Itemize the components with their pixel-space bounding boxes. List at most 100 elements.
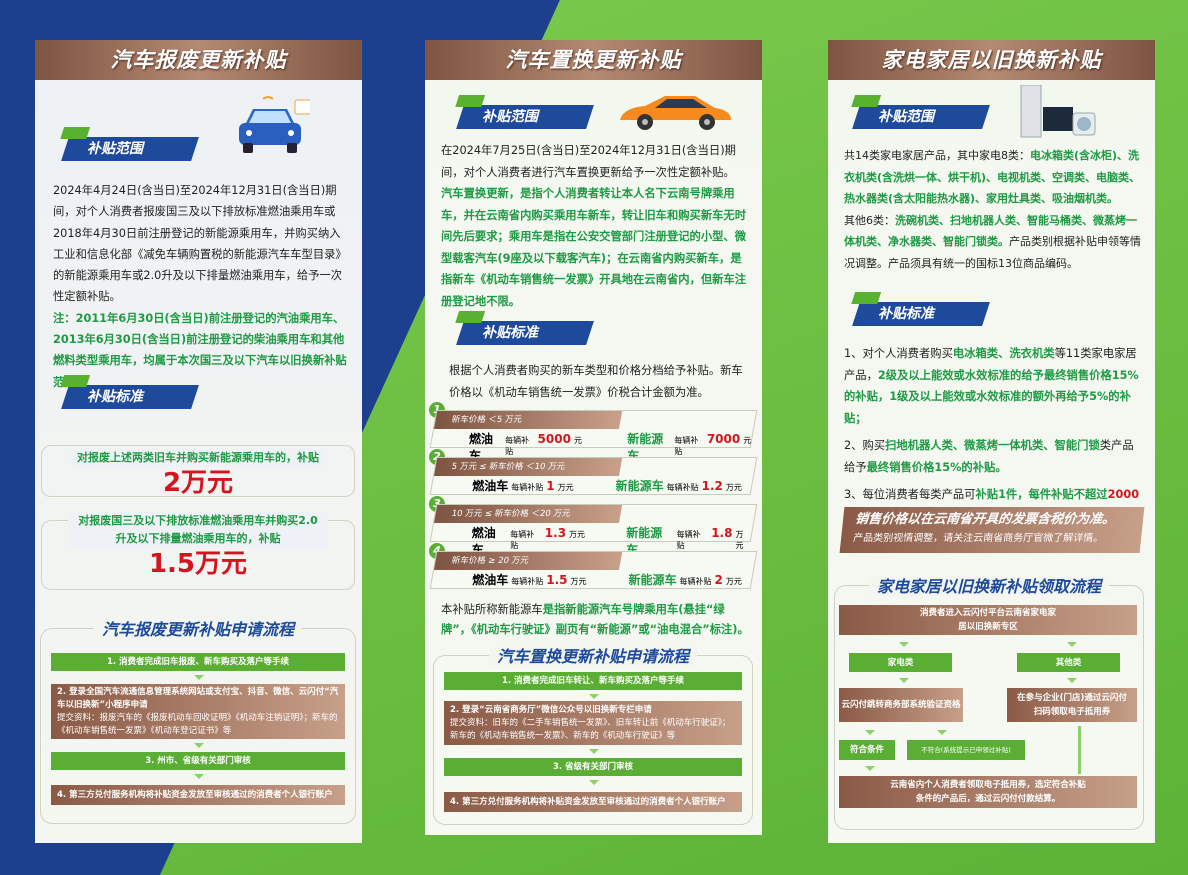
per-vehicle-label: 每辆补贴 (511, 483, 544, 492)
arrow-down-icon (194, 743, 204, 748)
tier-values: 燃油车 每辆补贴 1 万元 新能源车 每辆补贴 1.2 万元 (432, 477, 751, 495)
car-with-wifi-icon (235, 95, 326, 160)
process-step: 4. 第三方兑付服务机构将补贴资金发放至审核通过的消费者个人银行账户 (444, 792, 742, 812)
text-segment: 补贴1件，每件补贴不超过 (975, 488, 1108, 501)
arrow-down-icon (589, 694, 599, 699)
per-vehicle-label: 每辆补贴 (679, 577, 712, 586)
per-vehicle-label: 每辆补贴 (505, 436, 530, 456)
ev-amount: 1.8 (711, 526, 733, 540)
text-segment: 洗碗机类、扫地机器人类、智能马桶类、微蒸烤一体机类、净水器类、智能门锁类。 (844, 213, 1137, 249)
flow-appliance: 家电类 (849, 653, 952, 672)
process-step: 3. 省级有关部门审核 (444, 758, 742, 776)
unit: 元 (573, 436, 582, 445)
box-amount: 1.5万元 (148, 549, 248, 579)
fuel-amount: 5000 (537, 432, 571, 446)
ev-amount: 7000 (706, 432, 741, 446)
text-segment: 2024年4月24日(含当日)至2024年12月31日(含当日)期间，对个人消费… (53, 184, 347, 304)
process-box: 家电家居以旧换新补贴领取流程 消费者进入云闪付平台云南省家电家居以旧换新专区 家… (834, 577, 1144, 830)
text-segment: 2、购买 (844, 439, 886, 452)
per-vehicle-label: 每辆补贴 (674, 436, 699, 456)
flow-end: 云南省内个人消费者领取电子抵用券，选定符合补贴条件的产品后，通过云闪付付款结算。 (839, 776, 1137, 808)
per-vehicle-label: 每辆补贴 (511, 577, 544, 586)
text-segment: 其他6类： (844, 213, 895, 227)
banner-sub: 产品类别视情调整，请关注云南省商务厅官微了解详情。 (852, 533, 1104, 544)
ev-amount: 2 (714, 573, 723, 587)
arrow-down-icon (899, 642, 909, 647)
standard-item: 3、每位消费者每类产品可补贴1件，每件补贴不超过2000元。 (844, 484, 1144, 527)
ev-label: 新能源车 (628, 573, 677, 587)
subsidy-box-ev: 对报废上述两类旧车并购买新能源乘用车的，补贴 2万元 (41, 445, 355, 498)
fuel-label: 燃油车 (472, 479, 509, 493)
text-segment: 扫地机器人类、微蒸烤一体机类、智能门锁 (885, 439, 1100, 452)
flow-ineligible: 不符合(系统提示已申领过补贴) (907, 740, 1025, 760)
scope-text: 在2024年7月25日(含当日)至2024年12月31日(含当日)期间，对个人消… (441, 140, 747, 312)
unit: 万元 (725, 483, 742, 492)
text-segment: 本补贴所称新能源车 (441, 603, 543, 616)
tier-price-range: 10 万元 ≤ 新车价格 ＜20 万元 (434, 505, 623, 523)
text-segment: 3、每位消费者每类产品可 (844, 488, 976, 501)
panel-title: 汽车置换更新补贴 (425, 40, 762, 80)
unit: 万元 (570, 577, 587, 586)
unit: 万元 (557, 483, 574, 492)
section-tag-scope: 补贴范围 (456, 105, 594, 129)
process-title: 家电家居以旧换新补贴领取流程 (868, 577, 1109, 596)
box-amount: 2万元 (162, 468, 234, 498)
arrow-down-icon (865, 730, 875, 735)
process-step: 2. 登录全国汽车流通信息管理系统网站或支付宝、抖音、微信、云闪付“汽车以旧换新… (51, 684, 345, 739)
scope-text: 共14类家电家居产品，其中家电8类：电冰箱类(含冰柜)、洗衣机类(含洗烘一体、烘… (844, 145, 1144, 274)
arrow-down-icon (865, 766, 875, 771)
long-arrow (1078, 726, 1081, 774)
tier-card: 5 万元 ≤ 新车价格 ＜10 万元 燃油车 每辆补贴 1 万元 新能源车 每辆… (429, 457, 758, 495)
panel-title: 家电家居以旧换新补贴 (828, 40, 1155, 80)
panel-appliance-subsidy: 家电家居以旧换新补贴 补贴范围 共14类家电家居产品，其中家电8类：电冰箱类(含… (828, 40, 1155, 843)
tier-values: 燃油车 每辆补贴 5000 元 新能源车 每辆补贴 7000 元 (432, 430, 751, 463)
text-segment: 类产品给予 (844, 439, 1134, 474)
text-segment: 注：2011年6月30日(含当日)前注册登记的汽油乘用车、2013年6月30日(… (53, 311, 347, 389)
text-segment: 最终销售价格15%的补贴。 (866, 460, 1007, 474)
box-caption: 对报废上述两类旧车并购买新能源乘用车的，补贴 (71, 449, 325, 467)
box-caption: 对报废国三及以下排放标准燃油乘用车并购买2.0升及以下排量燃油乘用车的，补贴 (68, 512, 328, 548)
per-vehicle-label: 每辆补贴 (666, 483, 699, 492)
process-step: 2. 登录“云南省商务厅”微信公众号以旧换新专栏申请 提交资料：旧车的《二手车销售… (444, 701, 742, 745)
price-note-banner: 销售价格以在云南省开具的发票含税价为准。 产品类别视情调整，请关注云南省商务厅官… (839, 507, 1145, 553)
flow-verify: 云闪付跳转商务部系统验证资格 (839, 688, 963, 722)
process-box: 汽车置换更新补贴申请流程 1. 消费者完成旧车转让、新车购买及落户等手续 2. … (433, 647, 753, 825)
text-segment: 电冰箱类(含冰柜)、洗衣机类(含洗烘一体、烘干机)、电视机类、空调类、电脑类、热… (844, 149, 1141, 205)
text-segment: 产品类别根据补贴申领等情况调整。产品须具有统一的国标13位商品编码。 (844, 235, 1141, 270)
tier-price-range: 新车价格 ≥ 20 万元 (434, 552, 623, 570)
scope-text: 2024年4月24日(含当日)至2024年12月31日(含当日)期间，对个人消费… (53, 180, 349, 393)
standard-item: 2、购买扫地机器人类、微蒸烤一体机类、智能门锁类产品给予最终销售价格15%的补贴… (844, 435, 1144, 478)
ev-label: 新能源车 (615, 479, 664, 493)
standard-intro: 根据个人消费者购买的新车类型和价格分档给予补贴。新车价格以《机动车销售统一发票》… (449, 364, 743, 399)
process-step: 4. 第三方兑付服务机构将补贴资金发放至审核通过的消费者个人银行账户 (51, 785, 345, 805)
orange-car-icon (615, 92, 735, 132)
panel-replacement-subsidy: 汽车置换更新补贴 补贴范围 在2024年7月25日(含当日)至2024年12月3… (425, 40, 762, 835)
section-tag-scope: 补贴范围 (852, 105, 990, 129)
process-title: 汽车报废更新补贴申请流程 (93, 620, 302, 639)
home-appliances-icon (1013, 84, 1103, 140)
ev-definition-note: 本补贴所称新能源车是指新能源汽车号牌乘用车(悬挂“绿牌”，《机动车行驶证》副页有… (441, 600, 751, 640)
banner-main: 销售价格以在云南省开具的发票含税价为准。 (854, 512, 1116, 527)
tier-values: 燃油车 每辆补贴 1.3 万元 新能源车 每辆补贴 1.8 万元 (432, 524, 751, 557)
section-tag-standard: 补贴标准 (61, 385, 199, 409)
arrow-down-icon (194, 675, 204, 680)
fuel-amount: 1.5 (546, 573, 568, 587)
subsidy-box-fuel: 对报废国三及以下排放标准燃油乘用车并购买2.0升及以下排量燃油乘用车的，补贴 1… (41, 512, 355, 590)
arrow-down-icon (1067, 678, 1077, 683)
arrow-down-icon (589, 749, 599, 754)
fuel-amount: 1 (546, 479, 555, 493)
fuel-label: 燃油车 (472, 573, 509, 587)
fuel-amount: 1.3 (544, 526, 567, 540)
arrow-down-icon (937, 730, 947, 735)
panel-scrap-subsidy: 汽车报废更新补贴 补贴范围 2024年4月24日(含当日)至2024年12月31… (35, 40, 362, 843)
text-segment: 是指新能源汽车号牌乘用车(悬挂“绿牌”，《机动车行驶证》副页有“新能源”或“油电… (441, 603, 749, 636)
process-box: 汽车报废更新补贴申请流程 1. 消费者完成旧车报废、新车购买及落户等手续 2. … (40, 620, 356, 824)
text-segment: 共14类家电家居产品，其中家电8类： (844, 149, 1030, 162)
tier-card: 新车价格 ＜5 万元 燃油车 每辆补贴 5000 元 新能源车 每辆补贴 700… (429, 410, 758, 463)
tier-card: 新车价格 ≥ 20 万元 燃油车 每辆补贴 1.5 万元 新能源车 每辆补贴 2… (429, 551, 758, 589)
section-tag-standard: 补贴标准 (456, 321, 594, 345)
arrow-down-icon (194, 774, 204, 779)
text-segment: 2级及以上能效或水效标准的给予最终销售价格15%的补贴，1级及以上能效或水效标准… (844, 368, 1139, 425)
tier-values: 燃油车 每辆补贴 1.5 万元 新能源车 每辆补贴 2 万元 (432, 571, 751, 589)
ev-amount: 1.2 (701, 479, 723, 493)
